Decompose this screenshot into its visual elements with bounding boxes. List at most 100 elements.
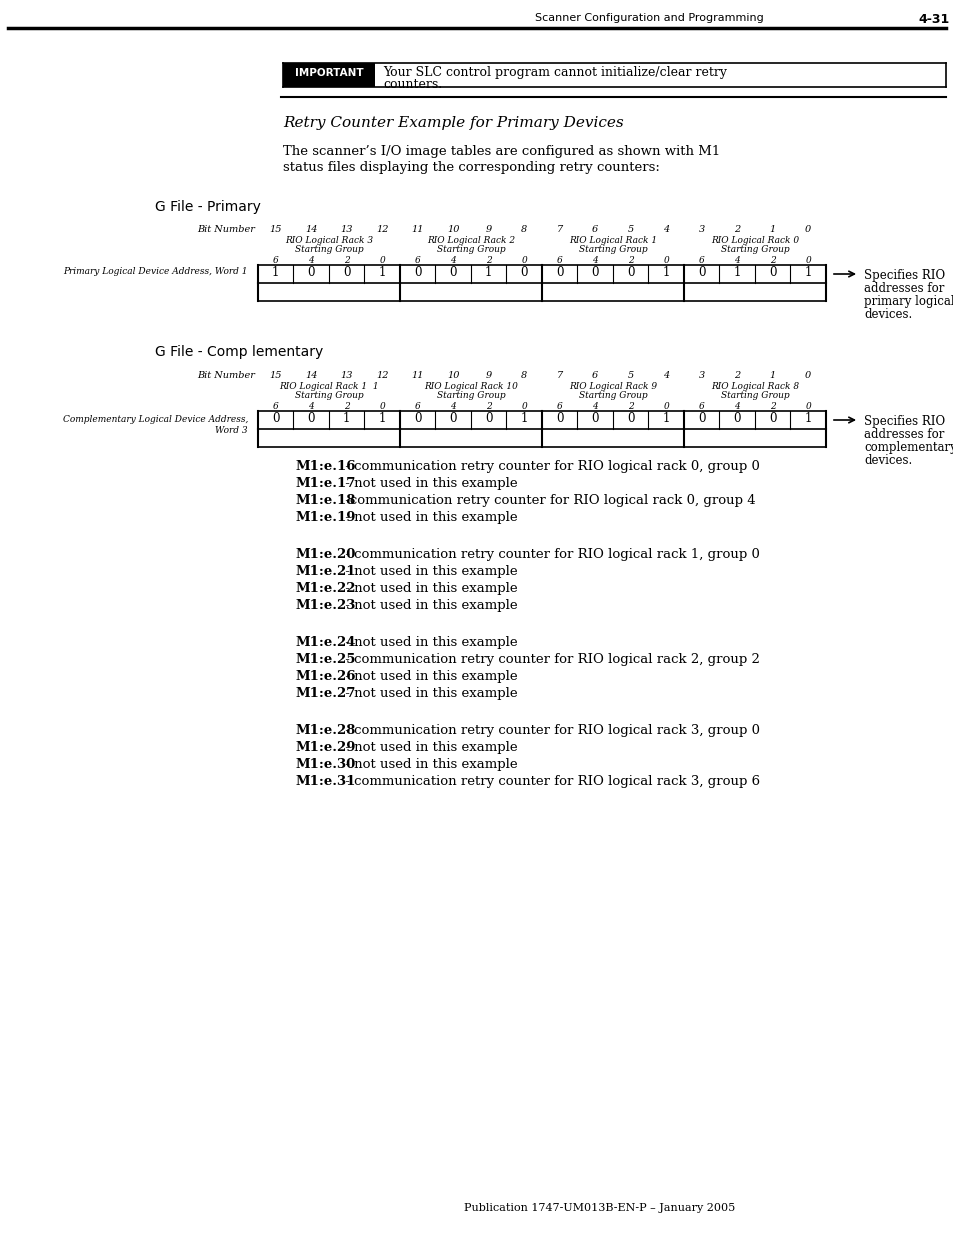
Text: 0: 0 xyxy=(698,412,705,426)
Text: 2: 2 xyxy=(627,256,633,266)
Text: 14: 14 xyxy=(305,370,317,380)
Text: 7: 7 xyxy=(556,225,562,233)
Text: 1: 1 xyxy=(662,412,669,426)
Text: - communication retry counter for RIO logical rack 3, group 0: - communication retry counter for RIO lo… xyxy=(341,724,760,737)
Text: Retry Counter Example for Primary Devices: Retry Counter Example for Primary Device… xyxy=(283,116,623,130)
Text: Bit Number: Bit Number xyxy=(196,370,254,380)
Text: status files displaying the corresponding retry counters:: status files displaying the correspondin… xyxy=(283,161,659,174)
Text: 2: 2 xyxy=(769,403,775,411)
Text: M1:e.26: M1:e.26 xyxy=(294,671,355,683)
Text: M1:e.25: M1:e.25 xyxy=(294,653,355,666)
Text: 5: 5 xyxy=(627,370,633,380)
Text: Scanner Configuration and Programming: Scanner Configuration and Programming xyxy=(535,14,763,23)
Text: 1: 1 xyxy=(520,412,527,426)
Text: 0: 0 xyxy=(662,256,668,266)
Text: 13: 13 xyxy=(340,370,353,380)
Text: IMPORTANT: IMPORTANT xyxy=(294,68,363,78)
Text: 1: 1 xyxy=(378,267,386,279)
Text: 6: 6 xyxy=(557,403,562,411)
Text: 6: 6 xyxy=(273,256,278,266)
Text: 6: 6 xyxy=(273,403,278,411)
Text: 6: 6 xyxy=(415,403,420,411)
Text: 1: 1 xyxy=(769,225,775,233)
Text: RIO Logical Rack 3: RIO Logical Rack 3 xyxy=(285,236,373,245)
Text: 4: 4 xyxy=(734,403,740,411)
Text: -communication retry counter for RIO logical rack 0, group 4: -communication retry counter for RIO log… xyxy=(341,494,755,508)
Text: 2: 2 xyxy=(627,403,633,411)
Text: 0: 0 xyxy=(698,267,705,279)
Text: 0: 0 xyxy=(414,412,421,426)
Text: M1:e.30: M1:e.30 xyxy=(294,758,355,771)
Text: Starting Group: Starting Group xyxy=(578,391,647,400)
Text: M1:e.20: M1:e.20 xyxy=(294,548,355,561)
Text: - not used in this example: - not used in this example xyxy=(341,741,517,755)
Text: 8: 8 xyxy=(520,370,527,380)
Text: 3: 3 xyxy=(698,370,704,380)
Text: 7: 7 xyxy=(556,370,562,380)
Text: 4: 4 xyxy=(592,403,598,411)
Text: 1: 1 xyxy=(769,370,775,380)
Text: 4: 4 xyxy=(734,256,740,266)
Text: 1: 1 xyxy=(484,267,492,279)
Text: - not used in this example: - not used in this example xyxy=(341,758,517,771)
Text: Starting Group: Starting Group xyxy=(436,245,505,254)
Text: 4: 4 xyxy=(308,256,314,266)
Text: 0: 0 xyxy=(733,412,740,426)
Text: M1:e.22: M1:e.22 xyxy=(294,582,355,595)
Bar xyxy=(283,63,375,86)
Text: 0: 0 xyxy=(379,256,385,266)
Text: 0: 0 xyxy=(307,412,314,426)
Text: 2: 2 xyxy=(734,225,740,233)
Text: Starting Group: Starting Group xyxy=(720,391,788,400)
Text: 4-31: 4-31 xyxy=(917,14,948,26)
Text: 0: 0 xyxy=(804,370,810,380)
Text: RIO Logical Rack 2: RIO Logical Rack 2 xyxy=(427,236,515,245)
Text: 0: 0 xyxy=(449,267,456,279)
Text: G File - Comp lementary: G File - Comp lementary xyxy=(154,345,323,359)
Text: devices.: devices. xyxy=(863,454,911,467)
Text: - not used in this example: - not used in this example xyxy=(341,599,517,613)
Text: 15: 15 xyxy=(269,225,282,233)
Text: - not used in this example: - not used in this example xyxy=(341,671,517,683)
Text: 1: 1 xyxy=(662,267,669,279)
Text: M1:e.24: M1:e.24 xyxy=(294,636,355,650)
Text: 5: 5 xyxy=(627,225,633,233)
Text: - not used in this example: - not used in this example xyxy=(341,582,517,595)
Text: M1:e.29: M1:e.29 xyxy=(294,741,355,755)
Text: RIO Logical Rack 1  1: RIO Logical Rack 1 1 xyxy=(279,382,378,391)
Text: 0: 0 xyxy=(804,225,810,233)
Text: 4: 4 xyxy=(592,256,598,266)
Text: 0: 0 xyxy=(521,256,527,266)
Text: 1: 1 xyxy=(272,267,279,279)
Text: 0: 0 xyxy=(414,267,421,279)
Text: RIO Logical Rack 0: RIO Logical Rack 0 xyxy=(710,236,799,245)
Text: 4: 4 xyxy=(450,256,456,266)
Text: 0: 0 xyxy=(804,403,810,411)
Text: 0: 0 xyxy=(768,412,776,426)
Text: 11: 11 xyxy=(411,225,423,233)
Text: addresses for: addresses for xyxy=(863,429,943,441)
Text: 0: 0 xyxy=(343,267,350,279)
Text: - not used in this example: - not used in this example xyxy=(341,477,517,490)
Text: - not used in this example: - not used in this example xyxy=(341,636,517,650)
Text: 0: 0 xyxy=(768,267,776,279)
Text: M1:e.16: M1:e.16 xyxy=(294,459,355,473)
Text: - communication retry counter for RIO logical rack 0, group 0: - communication retry counter for RIO lo… xyxy=(341,459,760,473)
Text: 10: 10 xyxy=(447,225,459,233)
Text: Starting Group: Starting Group xyxy=(578,245,647,254)
Text: - not used in this example: - not used in this example xyxy=(341,511,517,524)
Text: 0: 0 xyxy=(626,412,634,426)
Text: 0: 0 xyxy=(556,412,563,426)
Text: 6: 6 xyxy=(592,370,598,380)
Text: counters.: counters. xyxy=(382,78,441,91)
Text: 0: 0 xyxy=(272,412,279,426)
Text: 1: 1 xyxy=(343,412,350,426)
Text: Primary Logical Device Address, Word 1: Primary Logical Device Address, Word 1 xyxy=(64,268,248,277)
Text: addresses for: addresses for xyxy=(863,282,943,295)
Text: 2: 2 xyxy=(769,256,775,266)
Text: 4: 4 xyxy=(308,403,314,411)
Text: 0: 0 xyxy=(556,267,563,279)
Text: 0: 0 xyxy=(626,267,634,279)
Text: - communication retry counter for RIO logical rack 2, group 2: - communication retry counter for RIO lo… xyxy=(341,653,760,666)
Text: M1:e.18: M1:e.18 xyxy=(294,494,355,508)
